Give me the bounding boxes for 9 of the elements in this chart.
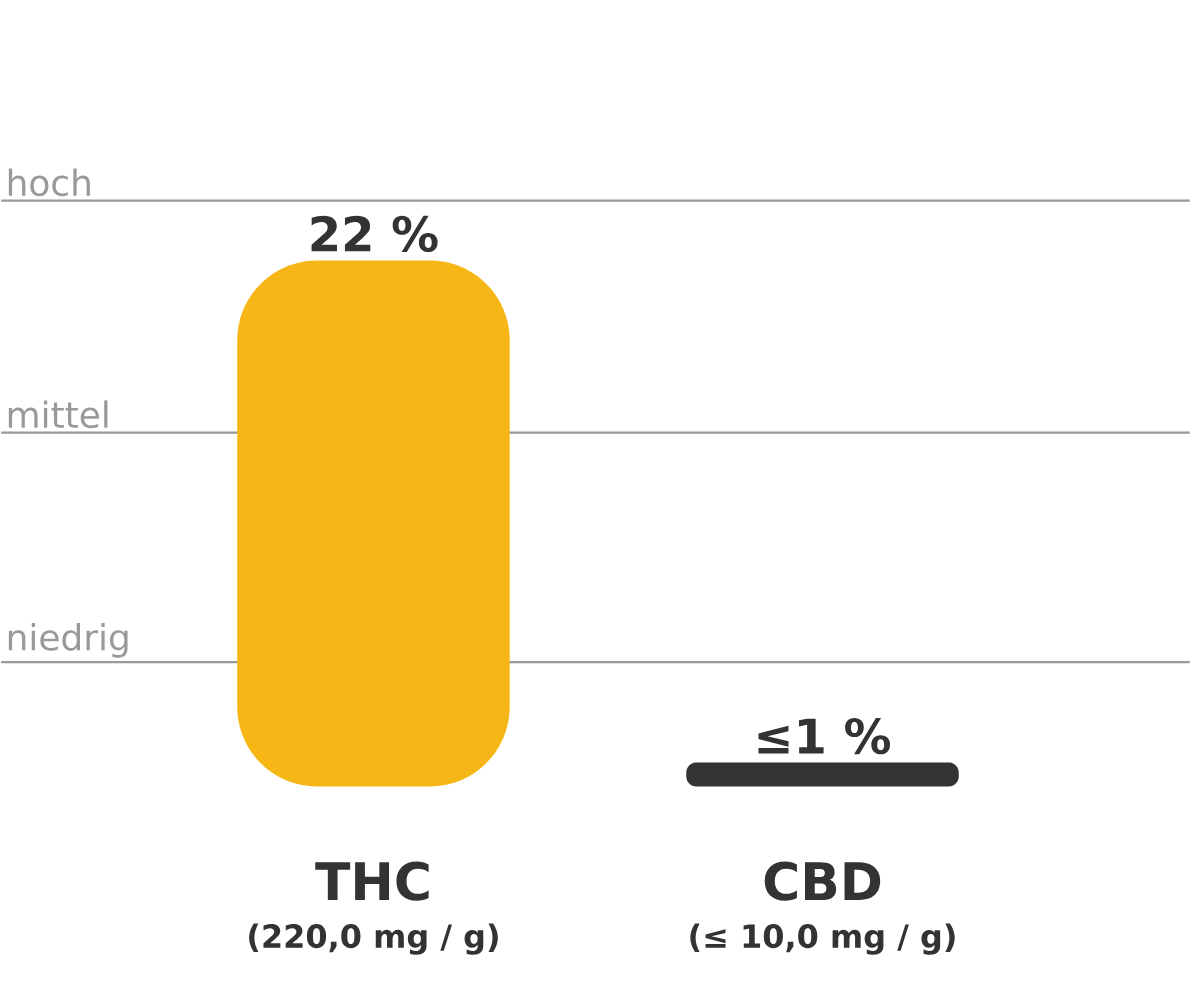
ref-line-label: niedrig [8, 622, 128, 658]
data-label: ≤1 % [758, 717, 891, 755]
x-tick-label: THC [315, 861, 429, 901]
x-tick-label: CBD [764, 861, 881, 901]
ref-line-label: mittel [8, 400, 108, 429]
text: (≤ 10,0 mg / g) [690, 923, 955, 955]
text: (220,0 mg / g) [249, 923, 498, 955]
ref-line-label: hoch [8, 168, 90, 197]
data-label: 22 % [311, 215, 438, 253]
